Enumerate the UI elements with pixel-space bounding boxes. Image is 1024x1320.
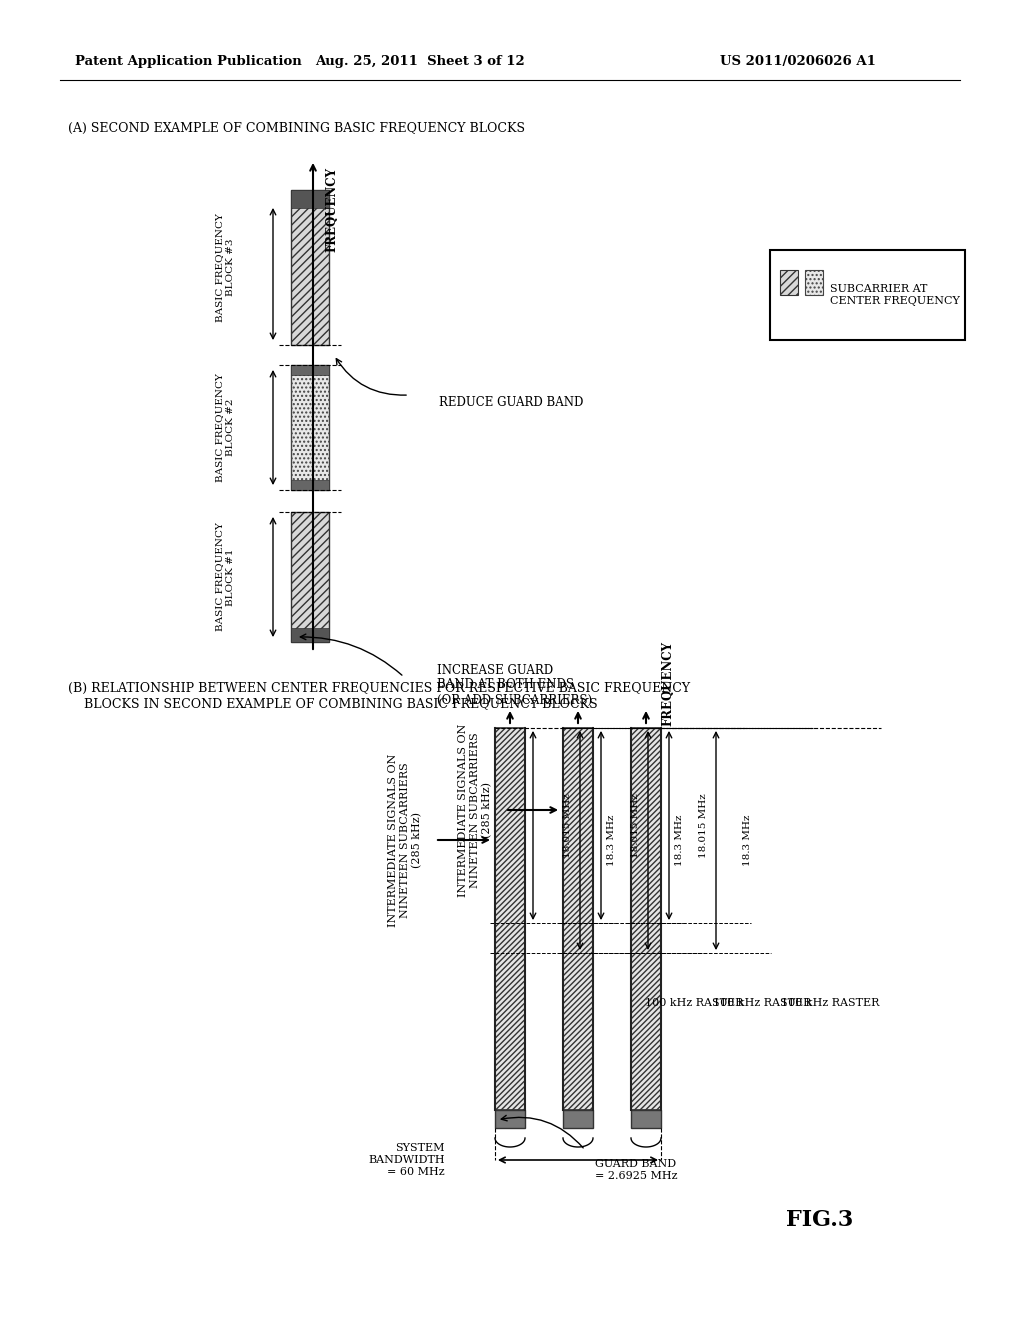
- Bar: [291, 628, 329, 642]
- Bar: [631, 1110, 662, 1129]
- Text: (A) SECOND EXAMPLE OF COMBINING BASIC FREQUENCY BLOCKS: (A) SECOND EXAMPLE OF COMBINING BASIC FR…: [68, 121, 525, 135]
- Text: SYSTEM
BANDWIDTH
= 60 MHz: SYSTEM BANDWIDTH = 60 MHz: [369, 1143, 445, 1176]
- Bar: [563, 1110, 593, 1129]
- Text: FREQUENCY: FREQUENCY: [326, 168, 339, 252]
- Text: 100 kHz RASTER: 100 kHz RASTER: [781, 998, 880, 1008]
- Text: 100 kHz RASTER: 100 kHz RASTER: [713, 998, 811, 1008]
- Text: 18.015 MHz: 18.015 MHz: [563, 793, 572, 858]
- Text: BLOCKS IN SECOND EXAMPLE OF COMBINING BASIC FREQUENCY BLOCKS: BLOCKS IN SECOND EXAMPLE OF COMBINING BA…: [68, 697, 598, 710]
- Text: 100 kHz RASTER: 100 kHz RASTER: [645, 998, 743, 1008]
- Text: 18.3 MHz: 18.3 MHz: [743, 814, 753, 866]
- Bar: [291, 190, 329, 345]
- Text: INTERMEDIATE SIGNALS ON
NINETEEN SUBCARRIERS
(285 kHz): INTERMEDIATE SIGNALS ON NINETEEN SUBCARR…: [388, 754, 422, 927]
- Text: US 2011/0206026 A1: US 2011/0206026 A1: [720, 55, 876, 69]
- Bar: [291, 480, 329, 490]
- Text: Patent Application Publication: Patent Application Publication: [75, 55, 302, 69]
- Text: 18.015 MHz: 18.015 MHz: [632, 793, 640, 858]
- Text: BASIC FREQUENCY
BLOCK #2: BASIC FREQUENCY BLOCK #2: [215, 374, 234, 482]
- Bar: [495, 729, 525, 1110]
- Bar: [291, 366, 329, 490]
- Bar: [291, 190, 329, 209]
- Text: 18.3 MHz: 18.3 MHz: [607, 814, 616, 866]
- Text: INTERMEDIATE SIGNALS ON
NINETEEN SUBCARRIERS
(285 kHz): INTERMEDIATE SIGNALS ON NINETEEN SUBCARR…: [458, 723, 492, 896]
- Bar: [780, 271, 798, 294]
- Text: Aug. 25, 2011  Sheet 3 of 12: Aug. 25, 2011 Sheet 3 of 12: [315, 55, 525, 69]
- Text: (B) RELATIONSHIP BETWEEN CENTER FREQUENCIES FOR RESPECTIVE BASIC FREQUENCY: (B) RELATIONSHIP BETWEEN CENTER FREQUENC…: [68, 681, 690, 694]
- Text: SUBCARRIER AT
CENTER FREQUENCY: SUBCARRIER AT CENTER FREQUENCY: [830, 284, 959, 306]
- Text: 18.015 MHz: 18.015 MHz: [699, 793, 709, 858]
- Text: INCREASE GUARD
BAND AT BOTH ENDS
(OR ADD SUBCARRIERS): INCREASE GUARD BAND AT BOTH ENDS (OR ADD…: [437, 664, 592, 706]
- Text: REDUCE GUARD BAND: REDUCE GUARD BAND: [439, 396, 584, 409]
- Bar: [495, 1110, 525, 1129]
- Bar: [291, 366, 329, 375]
- Text: BASIC FREQUENCY
BLOCK #3: BASIC FREQUENCY BLOCK #3: [215, 213, 234, 322]
- Text: GUARD BAND
= 2.6925 MHz: GUARD BAND = 2.6925 MHz: [595, 1159, 678, 1181]
- Bar: [291, 512, 329, 642]
- Bar: [770, 249, 965, 341]
- Bar: [563, 729, 593, 1110]
- Text: FREQUENCY: FREQUENCY: [662, 640, 675, 726]
- Text: 18.3 MHz: 18.3 MHz: [676, 814, 684, 866]
- Bar: [805, 271, 823, 294]
- Text: FIG.3: FIG.3: [786, 1209, 854, 1232]
- Text: BASIC FREQUENCY
BLOCK #1: BASIC FREQUENCY BLOCK #1: [215, 523, 234, 631]
- Bar: [631, 729, 662, 1110]
